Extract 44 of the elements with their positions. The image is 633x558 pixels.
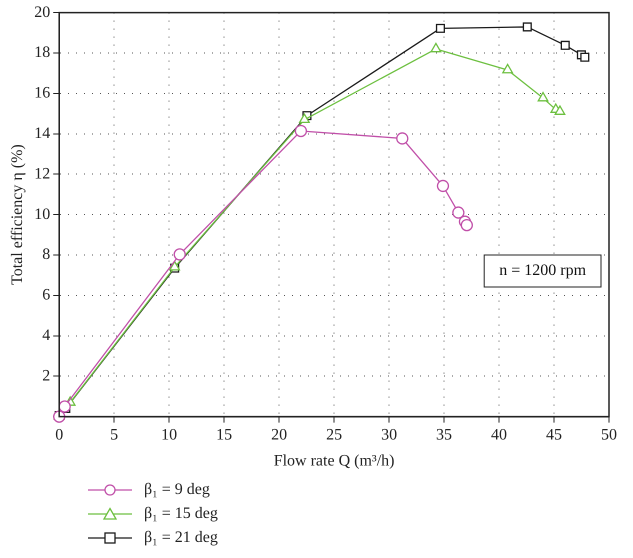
x-tick-label: 30 [381,426,398,444]
y-tick-label: 16 [34,84,50,102]
y-tick-label: 10 [34,206,50,223]
x-tick-label: 50 [601,426,617,444]
point [580,52,590,62]
point [396,132,408,145]
x-tick-label: 25 [326,426,342,444]
point [522,22,532,32]
y-axis-title: Total efficiency η (%) [8,144,26,285]
point [430,42,442,52]
x-tick-label: 40 [491,426,508,444]
y-tick-label: 8 [42,246,50,264]
y-tick-label: 20 [34,4,50,21]
x-tick-label: 10 [161,426,178,444]
y-tick-label: 14 [34,125,50,142]
y-tick-label: 6 [42,286,50,304]
x-axis-title: Flow rate Q (m³/h) [274,452,394,470]
x-tick-label: 20 [271,426,288,444]
legend-label: β₁ = 15 deg [144,505,218,523]
legend-label: β₁ = 9 deg [144,481,210,499]
point [436,180,450,192]
point [538,92,548,102]
x-tick-label: 5 [110,426,118,444]
x-tick-label: 0 [55,426,64,444]
point [502,64,514,74]
point [460,218,473,232]
point [58,400,71,413]
point [452,206,465,219]
x-tick-label: 15 [216,426,232,444]
point [294,124,308,138]
y-tick-label: 4 [42,327,50,344]
legend-label: β₁ = 21 deg [144,529,218,547]
point [560,40,570,50]
point [436,24,445,33]
x-tick-label: 35 [436,426,452,444]
annotation: n = 1200 rpm [499,262,587,280]
point [554,105,566,115]
point [169,260,180,271]
y-tick-label: 18 [34,44,50,62]
point [298,114,310,124]
y-tick-label: 2 [42,367,50,384]
point [174,248,186,261]
y-tick-label: 12 [34,165,50,182]
x-tick-label: 45 [546,426,562,444]
